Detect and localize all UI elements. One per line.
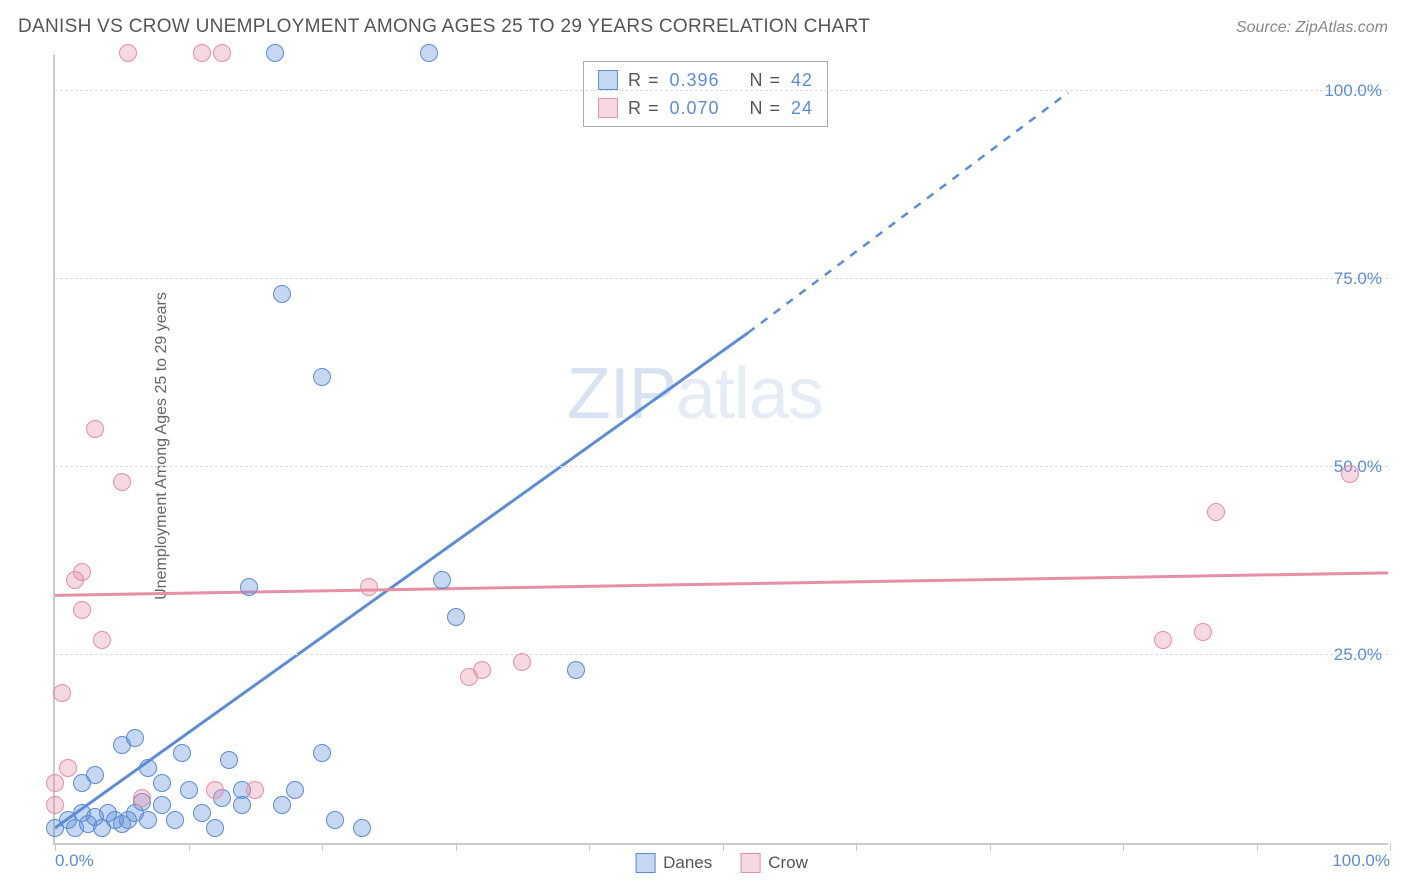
series-legend: Danes Crow [635,853,808,873]
watermark-atlas: atlas [676,354,823,434]
chart-title: DANISH VS CROW UNEMPLOYMENT AMONG AGES 2… [18,16,870,38]
data-point [1154,631,1172,649]
data-point [353,819,371,837]
data-point [59,759,77,777]
data-point [1194,623,1212,641]
x-tick [1257,843,1258,851]
data-point [513,653,531,671]
legend-n-label: N = [750,94,782,122]
data-point [246,781,264,799]
data-point [1341,465,1359,483]
legend-row: R = 0.070 N = 24 [598,94,813,122]
data-point [173,744,191,762]
source-label: Source: ZipAtlas.com [1236,19,1388,37]
watermark-zip: ZIP [567,354,676,434]
trendlines-svg [55,55,1388,843]
y-tick-label: 25.0% [1334,645,1382,665]
legend-n-value: 24 [791,94,813,122]
gridline [55,654,1388,655]
x-tick [189,843,190,851]
plot-area: ZIPatlas R =0.396N =42R =0.070N =24 Dane… [53,55,1388,845]
data-point [1207,503,1225,521]
data-point [139,811,157,829]
series-legend-item: Crow [740,853,808,873]
x-tick-label: 100.0% [1332,851,1390,871]
gridline [55,466,1388,467]
data-point [153,774,171,792]
data-point [73,601,91,619]
legend-swatch [740,853,760,873]
data-point [213,44,231,62]
data-point [53,684,71,702]
data-point [166,811,184,829]
data-point [206,781,224,799]
series-legend-label: Danes [663,853,712,873]
data-point [313,368,331,386]
x-tick [990,843,991,851]
data-point [266,44,284,62]
legend-swatch [598,98,618,118]
gridline [55,90,1388,91]
data-point [139,759,157,777]
data-point [567,661,585,679]
data-point [286,781,304,799]
x-tick [589,843,590,851]
data-point [46,796,64,814]
data-point [86,420,104,438]
x-tick [1123,843,1124,851]
data-point [433,571,451,589]
data-point [273,285,291,303]
data-point [360,578,378,596]
data-point [193,804,211,822]
data-point [86,766,104,784]
legend-swatch [635,853,655,873]
data-point [73,563,91,581]
data-point [153,796,171,814]
x-tick [456,843,457,851]
trendline [55,333,748,828]
legend-r-label: R = [628,94,660,122]
trendline-dashed [748,93,1068,333]
data-point [93,631,111,649]
watermark: ZIPatlas [567,353,823,435]
legend-r-value: 0.070 [670,94,740,122]
data-point [473,661,491,679]
data-point [180,781,198,799]
data-point [113,473,131,491]
data-point [46,774,64,792]
data-point [273,796,291,814]
series-legend-label: Crow [768,853,808,873]
data-point [193,44,211,62]
data-point [326,811,344,829]
series-legend-item: Danes [635,853,712,873]
data-point [240,578,258,596]
data-point [133,789,151,807]
x-tick-label: 0.0% [55,851,94,871]
data-point [447,608,465,626]
x-tick [55,843,56,851]
data-point [220,751,238,769]
data-point [126,729,144,747]
gridline [55,278,1388,279]
y-tick-label: 100.0% [1324,81,1382,101]
data-point [313,744,331,762]
data-point [420,44,438,62]
x-tick [1390,843,1391,851]
legend-swatch [598,70,618,90]
data-point [119,44,137,62]
x-tick [322,843,323,851]
x-tick [723,843,724,851]
stats-legend: R =0.396N =42R =0.070N =24 [583,61,828,127]
x-tick [856,843,857,851]
y-tick-label: 75.0% [1334,269,1382,289]
data-point [206,819,224,837]
